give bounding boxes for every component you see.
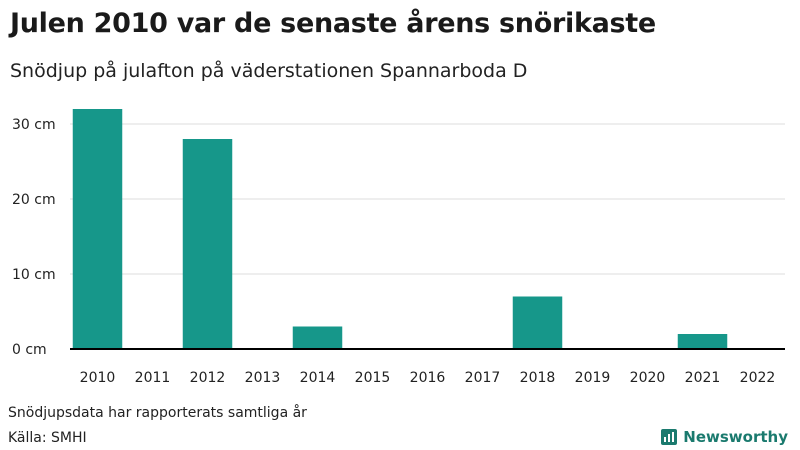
x-tick-label: 2020 xyxy=(630,370,666,386)
chart-title: Julen 2010 var de senaste årens snörikas… xyxy=(10,8,656,39)
y-tick-label: 10 cm xyxy=(12,267,56,283)
bar-2018 xyxy=(512,296,563,349)
footnote: Snödjupsdata har rapporterats samtliga å… xyxy=(8,405,307,421)
x-tick-label: 2013 xyxy=(245,370,281,386)
y-tick-label: 0 cm xyxy=(12,342,47,358)
source-note: Källa: SMHI xyxy=(8,430,87,446)
x-tick-label: 2018 xyxy=(520,370,556,386)
x-tick-label: 2014 xyxy=(300,370,336,386)
x-tick-label: 2016 xyxy=(410,370,446,386)
x-tick-label: 2017 xyxy=(465,370,501,386)
y-tick-label: 30 cm xyxy=(12,117,56,133)
x-tick-label: 2010 xyxy=(80,370,116,386)
bar-2010 xyxy=(72,109,123,349)
bar-chart-logo-icon xyxy=(661,429,678,445)
bar-2014 xyxy=(292,326,343,349)
bar-2012 xyxy=(182,139,233,349)
x-tick-label: 2011 xyxy=(135,370,171,386)
brand-logo: Newsworthy xyxy=(661,428,788,446)
x-tick-label: 2019 xyxy=(575,370,611,386)
brand-name: Newsworthy xyxy=(683,428,788,446)
x-tick-label: 2022 xyxy=(740,370,776,386)
x-tick-label: 2012 xyxy=(190,370,226,386)
chart-subtitle: Snödjup på julafton på väderstationen Sp… xyxy=(10,60,528,82)
y-tick-label: 20 cm xyxy=(12,192,56,208)
x-tick-label: 2015 xyxy=(355,370,391,386)
bar-2021 xyxy=(677,334,728,349)
bar-chart: 0 cm 10 cm 20 cm 30 cm 2010 2011 2012 2013 2014 2… xyxy=(12,109,785,386)
x-tick-label: 2021 xyxy=(685,370,721,386)
